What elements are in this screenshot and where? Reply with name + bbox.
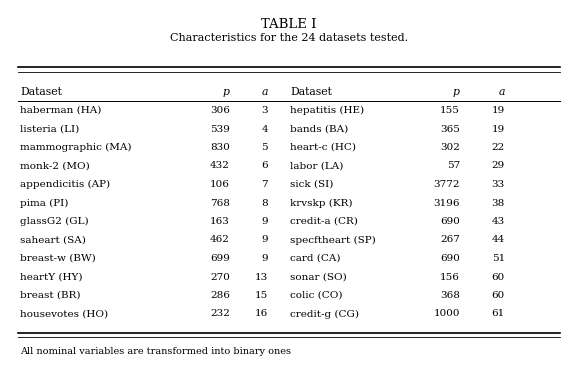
- Text: 43: 43: [492, 217, 505, 226]
- Text: Dataset: Dataset: [290, 87, 332, 97]
- Text: listeria (LI): listeria (LI): [20, 125, 79, 134]
- Text: 306: 306: [210, 106, 230, 115]
- Text: 368: 368: [440, 291, 460, 300]
- Text: 22: 22: [492, 143, 505, 152]
- Text: 3772: 3772: [434, 180, 460, 189]
- Text: sonar (SO): sonar (SO): [290, 273, 347, 281]
- Text: glassG2 (GL): glassG2 (GL): [20, 217, 88, 226]
- Text: 29: 29: [492, 161, 505, 171]
- Text: monk-2 (MO): monk-2 (MO): [20, 161, 90, 171]
- Text: 9: 9: [261, 235, 268, 244]
- Text: 155: 155: [440, 106, 460, 115]
- Text: 690: 690: [440, 254, 460, 263]
- Text: 19: 19: [492, 125, 505, 134]
- Text: 6: 6: [261, 161, 268, 171]
- Text: breast-w (BW): breast-w (BW): [20, 254, 96, 263]
- Text: 106: 106: [210, 180, 230, 189]
- Text: labor (LA): labor (LA): [290, 161, 343, 171]
- Text: credit-g (CG): credit-g (CG): [290, 310, 359, 318]
- Text: 38: 38: [492, 198, 505, 208]
- Text: Dataset: Dataset: [20, 87, 62, 97]
- Text: TABLE I: TABLE I: [261, 18, 317, 31]
- Text: specftheart (SP): specftheart (SP): [290, 235, 376, 245]
- Text: a: a: [261, 87, 268, 97]
- Text: 4: 4: [261, 125, 268, 134]
- Text: 57: 57: [447, 161, 460, 171]
- Text: 432: 432: [210, 161, 230, 171]
- Text: 9: 9: [261, 217, 268, 226]
- Text: 3196: 3196: [434, 198, 460, 208]
- Text: 690: 690: [440, 217, 460, 226]
- Text: 60: 60: [492, 291, 505, 300]
- Text: 830: 830: [210, 143, 230, 152]
- Text: 15: 15: [255, 291, 268, 300]
- Text: krvskp (KR): krvskp (KR): [290, 198, 353, 208]
- Text: 60: 60: [492, 273, 505, 281]
- Text: 539: 539: [210, 125, 230, 134]
- Text: 163: 163: [210, 217, 230, 226]
- Text: 462: 462: [210, 235, 230, 244]
- Text: bands (BA): bands (BA): [290, 125, 349, 134]
- Text: breast (BR): breast (BR): [20, 291, 80, 300]
- Text: 699: 699: [210, 254, 230, 263]
- Text: 156: 156: [440, 273, 460, 281]
- Text: 13: 13: [255, 273, 268, 281]
- Text: 768: 768: [210, 198, 230, 208]
- Text: 19: 19: [492, 106, 505, 115]
- Text: 232: 232: [210, 310, 230, 318]
- Text: Characteristics for the 24 datasets tested.: Characteristics for the 24 datasets test…: [170, 33, 408, 43]
- Text: housevotes (HO): housevotes (HO): [20, 310, 108, 318]
- Text: heartY (HY): heartY (HY): [20, 273, 83, 281]
- Text: 365: 365: [440, 125, 460, 134]
- Text: 270: 270: [210, 273, 230, 281]
- Text: hepatitis (HE): hepatitis (HE): [290, 106, 364, 115]
- Text: 61: 61: [492, 310, 505, 318]
- Text: 267: 267: [440, 235, 460, 244]
- Text: saheart (SA): saheart (SA): [20, 235, 86, 244]
- Text: 9: 9: [261, 254, 268, 263]
- Text: 8: 8: [261, 198, 268, 208]
- Text: credit-a (CR): credit-a (CR): [290, 217, 358, 226]
- Text: mammographic (MA): mammographic (MA): [20, 143, 132, 152]
- Text: pima (PI): pima (PI): [20, 198, 68, 208]
- Text: 33: 33: [492, 180, 505, 189]
- Text: 302: 302: [440, 143, 460, 152]
- Text: 7: 7: [261, 180, 268, 189]
- Text: a: a: [498, 87, 505, 97]
- Text: 3: 3: [261, 106, 268, 115]
- Text: 44: 44: [492, 235, 505, 244]
- Text: heart-c (HC): heart-c (HC): [290, 143, 356, 152]
- Text: sick (SI): sick (SI): [290, 180, 334, 189]
- Text: appendicitis (AP): appendicitis (AP): [20, 180, 110, 189]
- Text: card (CA): card (CA): [290, 254, 340, 263]
- Text: colic (CO): colic (CO): [290, 291, 343, 300]
- Text: 286: 286: [210, 291, 230, 300]
- Text: 5: 5: [261, 143, 268, 152]
- Text: haberman (HA): haberman (HA): [20, 106, 101, 115]
- Text: 51: 51: [492, 254, 505, 263]
- Text: p: p: [223, 87, 230, 97]
- Text: 16: 16: [255, 310, 268, 318]
- Text: p: p: [453, 87, 460, 97]
- Text: All nominal variables are transformed into binary ones: All nominal variables are transformed in…: [20, 347, 291, 356]
- Text: 1000: 1000: [434, 310, 460, 318]
